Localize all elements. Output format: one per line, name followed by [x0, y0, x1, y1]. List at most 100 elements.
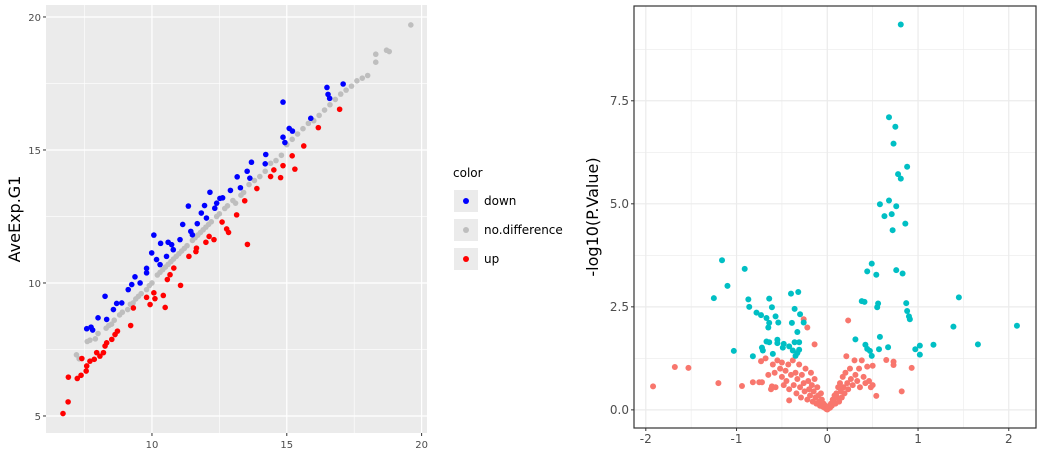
data-point [811, 375, 818, 382]
data-point [763, 314, 770, 321]
data-point-down [198, 210, 205, 216]
data-point [906, 316, 913, 323]
data-point-up [103, 340, 110, 346]
data-point-down [168, 241, 175, 248]
data-point [836, 380, 843, 387]
data-point [841, 390, 848, 397]
data-point-down [280, 99, 286, 105]
data-point-down [307, 115, 314, 122]
x-tick-label: 0 [823, 432, 831, 446]
data-point-up [78, 372, 84, 379]
data-point [845, 317, 852, 324]
data-point-up [336, 106, 343, 113]
data-point [893, 267, 900, 274]
data-point [800, 319, 807, 326]
data-point [719, 257, 726, 264]
data-point-up [87, 358, 93, 364]
data-point-no-difference [316, 112, 322, 119]
data-point [738, 382, 745, 389]
data-point-no-difference [294, 131, 301, 137]
data-point-no-difference [300, 125, 306, 132]
data-point [860, 373, 867, 380]
data-point-no-difference [289, 136, 295, 143]
data-point-up [280, 162, 286, 169]
data-point [771, 369, 778, 376]
data-point [897, 21, 904, 28]
data-point [758, 312, 765, 319]
data-point [916, 342, 923, 349]
data-point-down [237, 184, 244, 191]
legend-key-down [463, 198, 469, 204]
data-point [774, 340, 781, 347]
data-point-down [280, 134, 286, 141]
data-point [758, 379, 765, 386]
data-point-up [65, 374, 72, 380]
data-point-down [185, 203, 192, 209]
data-point [916, 351, 923, 358]
data-point-down [157, 240, 164, 247]
x-tick-label: 20 [415, 440, 428, 451]
data-point [845, 386, 852, 393]
data-point [851, 357, 858, 364]
y-tick-label: 20 [28, 13, 41, 24]
data-point-up [206, 233, 212, 240]
data-point-no-difference [119, 309, 126, 316]
data-point-up [108, 336, 115, 343]
data-point [777, 365, 784, 372]
legend-title: color [453, 166, 483, 180]
data-point-no-difference [251, 177, 258, 184]
data-point-up [211, 236, 217, 243]
scatter-plot-aveexp: 10 15 20 5 10 15 20 AveExp.G1 [5, 5, 428, 451]
data-point [912, 346, 919, 353]
data-point [890, 140, 897, 147]
data-point [792, 352, 799, 359]
data-point [787, 290, 794, 297]
data-point-down [219, 195, 226, 201]
data-point [793, 390, 800, 397]
data-point-up [244, 241, 251, 248]
data-point [807, 392, 814, 399]
data-point [883, 357, 890, 364]
data-point [876, 333, 883, 340]
data-point-no-difference [408, 22, 414, 28]
data-point [807, 369, 814, 376]
data-point-up [152, 295, 158, 302]
data-point-down [128, 281, 135, 288]
data-point-no-difference [208, 218, 215, 225]
data-point [840, 384, 847, 391]
data-point [1013, 322, 1020, 329]
data-point-no-difference [138, 290, 144, 297]
data-point [768, 304, 775, 311]
data-point-down [153, 256, 160, 263]
data-point-down [148, 250, 155, 256]
data-point [774, 357, 781, 364]
data-point [810, 388, 817, 395]
x-tick-label: 1 [914, 432, 922, 446]
data-point [789, 347, 796, 354]
y-tick-label: 10 [28, 279, 41, 290]
data-point-no-difference [332, 96, 339, 103]
y-tick-label: 0.0 [610, 403, 629, 417]
data-point [769, 361, 776, 368]
data-point [798, 371, 805, 378]
data-point-down [163, 253, 170, 260]
data-point [881, 213, 888, 220]
data-point-down [244, 168, 250, 175]
data-point-down [157, 261, 163, 268]
data-point-down [132, 274, 138, 280]
legend-key-no-difference [463, 227, 469, 233]
data-point [769, 350, 776, 357]
x-tick-label: 2 [1005, 432, 1013, 446]
data-point-no-difference [95, 330, 101, 337]
legend-label-no-difference: no.difference [484, 223, 563, 237]
data-point [710, 295, 717, 302]
data-point-no-difference [92, 336, 99, 342]
data-point-down [262, 161, 269, 167]
data-point-no-difference [348, 83, 355, 89]
data-point-up [147, 301, 153, 308]
data-point [885, 197, 892, 204]
data-point [893, 203, 900, 210]
y-tick-label: 7.5 [610, 94, 629, 108]
data-point [892, 123, 899, 130]
data-point [792, 369, 799, 376]
